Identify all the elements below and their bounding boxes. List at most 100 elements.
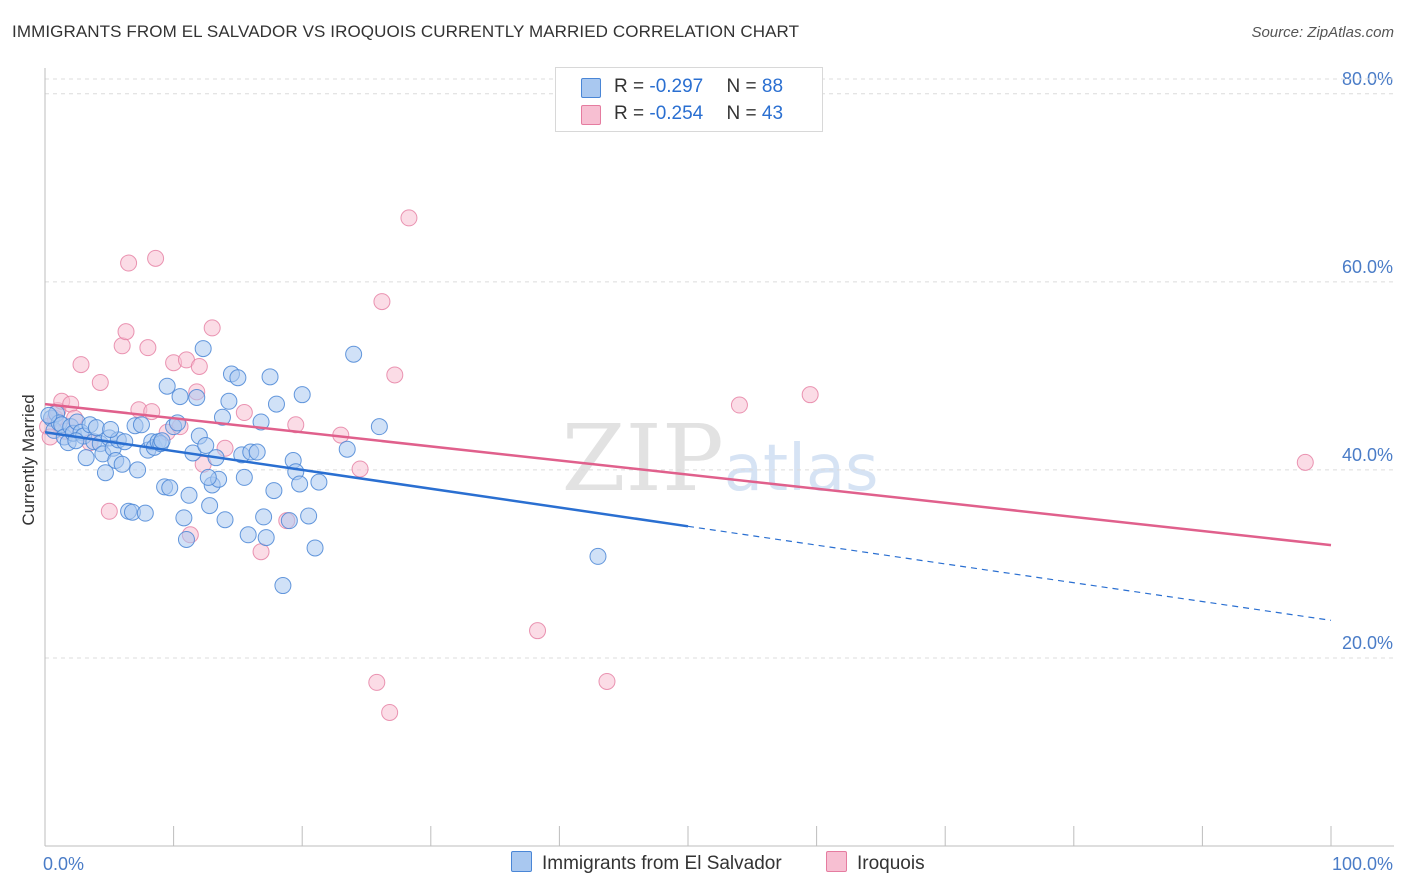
el-salvador-point [291, 475, 309, 493]
el-salvador-point [180, 486, 198, 504]
el-salvador-point [338, 440, 356, 458]
iroquois-point [1296, 453, 1314, 471]
legend-n-value: 88 [761, 76, 784, 97]
iroquois-point [62, 395, 80, 413]
chart-title: IMMIGRANTS FROM EL SALVADOR VS IROQUOIS … [12, 22, 800, 41]
el-salvador-point [175, 509, 193, 527]
watermark-atlas: atlas [724, 432, 879, 506]
el-salvador-point [248, 443, 266, 461]
iroquois-point [120, 254, 138, 272]
el-salvador-point [153, 432, 171, 450]
el-salvador-trendline [44, 431, 689, 528]
el-salvador-point [40, 406, 58, 424]
iroquois-point [373, 293, 391, 311]
el-salvador-point [274, 577, 292, 595]
el-salvador-point [194, 340, 212, 358]
iroquois-point [351, 460, 369, 478]
el-salvador-point [265, 482, 283, 500]
y-tick-label: 40.0% [1342, 445, 1393, 465]
pink-swatch [581, 105, 601, 125]
el-salvador-point [102, 420, 120, 438]
pink-swatch [826, 851, 847, 872]
iroquois-point [381, 703, 399, 721]
el-salvador-point [129, 461, 147, 479]
el-salvador-point [220, 392, 238, 410]
legend-n-value: 43 [761, 103, 784, 124]
el-salvador-point [158, 377, 176, 395]
el-salvador-point [345, 345, 363, 363]
el-salvador-point [257, 529, 275, 547]
bottom-legend-blue: Immigrants from El Salvador [511, 851, 782, 875]
y-tick-label: 20.0% [1342, 633, 1393, 653]
watermark-zip: ZIP [562, 405, 724, 512]
el-salvador-trendline-extension [687, 525, 1332, 621]
el-salvador-point [261, 368, 279, 386]
el-salvador-point [197, 436, 215, 454]
iroquois-point [100, 502, 118, 520]
el-salvador-point [96, 464, 114, 482]
iroquois-point [598, 672, 616, 690]
el-salvador-point [113, 455, 131, 473]
el-salvador-point [188, 389, 206, 407]
stats-legend: R = -0.297 N = 88 R = -0.254 N = 43 [555, 67, 823, 132]
iroquois-point [203, 319, 221, 337]
el-salvador-point [293, 386, 311, 404]
iroquois-point [113, 337, 131, 355]
legend-n-label: N = [726, 103, 762, 124]
iroquois-point [139, 339, 157, 357]
el-salvador-point [252, 413, 270, 431]
iroquois-point [801, 386, 819, 404]
legend-r-label: R = [614, 103, 650, 124]
iroquois-point [91, 373, 109, 391]
iroquois-point [190, 357, 208, 375]
el-salvador-point [171, 388, 189, 406]
el-salvador-point [310, 473, 328, 491]
legend-r-value: -0.297 [649, 76, 704, 97]
watermark: ZIPatlas [562, 405, 879, 512]
el-salvador-point [87, 419, 105, 437]
iroquois-point [368, 673, 386, 691]
el-salvador-point [300, 507, 318, 525]
legend-row-pink: R = -0.254 N = 43 [581, 103, 784, 125]
el-salvador-point [201, 497, 219, 515]
series-label: Immigrants from El Salvador [542, 853, 782, 874]
source-label: Source: ZipAtlas.com [1251, 24, 1394, 41]
el-salvador-point [235, 468, 253, 486]
el-salvador-point [177, 530, 195, 548]
iroquois-point [117, 323, 135, 341]
el-salvador-point [216, 511, 234, 529]
iroquois-point [72, 356, 90, 374]
y-axis-label: Currently Married [19, 394, 38, 525]
iroquois-point [147, 249, 165, 267]
el-salvador-point [370, 418, 388, 436]
el-salvador-point [589, 547, 607, 565]
iroquois-point [529, 622, 547, 640]
el-salvador-point [213, 408, 231, 426]
x-tick-label: 0.0% [43, 854, 84, 874]
legend-r-value: -0.254 [649, 103, 704, 124]
bottom-legend-pink: Iroquois [826, 851, 925, 875]
el-salvador-point [199, 468, 217, 486]
series-label: Iroquois [857, 853, 925, 874]
el-salvador-point [136, 504, 154, 522]
legend-row-blue: R = -0.297 N = 88 [581, 76, 784, 98]
el-salvador-point [255, 508, 273, 526]
x-tick-label: 100.0% [1332, 854, 1393, 874]
el-salvador-point [267, 395, 285, 413]
blue-swatch [581, 78, 601, 98]
el-salvador-point [116, 433, 134, 451]
y-tick-label: 60.0% [1342, 257, 1393, 277]
el-salvador-point [239, 526, 257, 544]
legend-n-label: N = [726, 76, 762, 97]
iroquois-point [386, 366, 404, 384]
iroquois-point [400, 209, 418, 227]
el-salvador-point [229, 369, 247, 387]
el-salvador-point [77, 449, 95, 467]
iroquois-point [730, 396, 748, 414]
blue-swatch [511, 851, 532, 872]
legend-r-label: R = [614, 76, 650, 97]
el-salvador-point [161, 479, 179, 497]
el-salvador-point [306, 539, 324, 557]
el-salvador-point [132, 416, 150, 434]
